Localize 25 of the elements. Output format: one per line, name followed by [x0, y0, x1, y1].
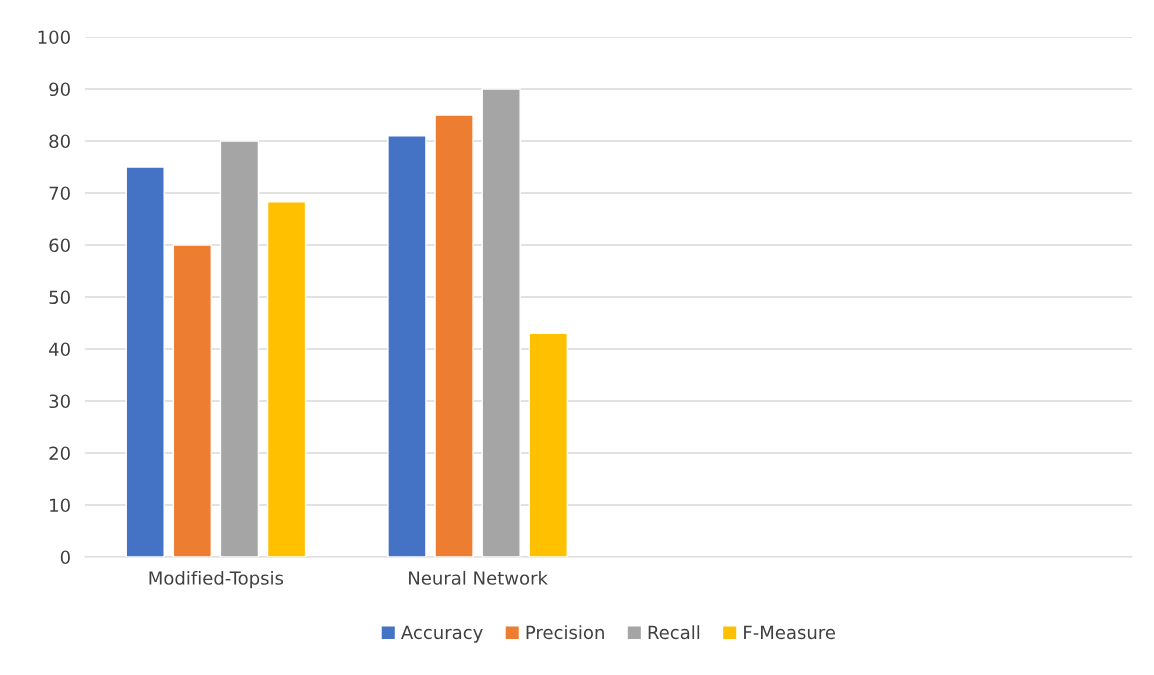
bar [172, 244, 212, 557]
legend-label: Accuracy [401, 625, 483, 643]
bar [266, 201, 307, 557]
legend-label: F-Measure [744, 625, 835, 640]
y-tick-label: 90 [49, 82, 70, 97]
y-tick-label: 10 [50, 498, 70, 513]
bar [219, 140, 260, 557]
y-tick-label: 100 [38, 30, 70, 45]
y-tick-label: 0 [60, 550, 70, 565]
y-tick-label: 80 [49, 134, 70, 149]
legend-label: Recall [648, 625, 700, 640]
y-tick-label: 70 [49, 186, 70, 201]
bar [125, 166, 165, 557]
bar [481, 88, 521, 557]
x-tick-label: Modified-Topsis [149, 570, 284, 589]
bar [434, 114, 474, 557]
x-tick-label: Neural Network [409, 570, 548, 585]
y-tick-label: 30 [49, 394, 70, 409]
legend-label: Precision [526, 625, 604, 640]
bar [387, 135, 427, 557]
y-tick-label: 60 [49, 238, 70, 253]
bar [528, 332, 568, 557]
y-tick-label: 40 [49, 342, 70, 357]
y-tick-label: 50 [49, 290, 70, 305]
y-tick-label: 20 [49, 446, 70, 461]
